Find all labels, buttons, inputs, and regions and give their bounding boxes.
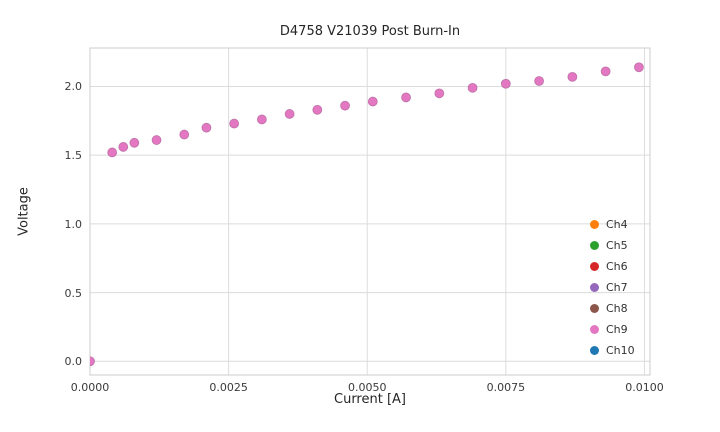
data-point bbox=[600, 66, 611, 77]
legend-label: Ch8 bbox=[606, 302, 628, 315]
data-point bbox=[634, 62, 644, 73]
y-tick-label: 0.0 bbox=[64, 355, 83, 369]
data-point bbox=[179, 129, 190, 140]
data-point bbox=[340, 100, 350, 111]
legend-marker-icon bbox=[590, 283, 599, 292]
x-tick-label: 0.0050 bbox=[347, 381, 387, 394]
data-point bbox=[151, 135, 162, 145]
legend-item-ch5: Ch5 bbox=[590, 235, 635, 256]
data-point bbox=[434, 88, 445, 99]
x-tick-label: 0.0075 bbox=[486, 381, 526, 394]
legend-label: Ch4 bbox=[606, 218, 628, 231]
plot-border bbox=[89, 47, 651, 376]
data-point bbox=[534, 76, 545, 86]
y-tick-label: 0.5 bbox=[64, 286, 83, 300]
x-axis-label: Current [A] bbox=[334, 392, 406, 407]
legend-item-ch7: Ch7 bbox=[590, 277, 635, 298]
data-point bbox=[90, 356, 95, 367]
data-point bbox=[312, 104, 323, 115]
legend-item-ch4: Ch4 bbox=[590, 214, 635, 235]
legend-label: Ch7 bbox=[606, 281, 628, 294]
data-point bbox=[401, 92, 411, 103]
legend-item-ch10: Ch10 bbox=[590, 340, 635, 361]
legend-item-ch8: Ch8 bbox=[590, 298, 635, 319]
data-point bbox=[201, 122, 212, 133]
data-point bbox=[500, 78, 511, 89]
legend-item-ch6: Ch6 bbox=[590, 256, 635, 277]
legend-marker-icon bbox=[590, 241, 599, 250]
legend-label: Ch9 bbox=[606, 323, 628, 336]
data-point bbox=[567, 71, 578, 82]
legend-marker-icon bbox=[590, 325, 599, 334]
chart-title: D4758 V21039 Post Burn-In bbox=[279, 24, 461, 39]
x-tick-label: 0.0000 bbox=[70, 381, 110, 394]
data-point bbox=[129, 137, 140, 148]
data-point bbox=[118, 142, 129, 152]
legend-marker-icon bbox=[590, 262, 599, 271]
data-point bbox=[284, 109, 295, 119]
data-point bbox=[467, 82, 478, 93]
y-tick-label: 1.0 bbox=[64, 217, 83, 231]
y-tick-label: 1.5 bbox=[64, 149, 83, 163]
data-point bbox=[367, 96, 378, 107]
y-tick-label: 2.0 bbox=[64, 80, 83, 94]
legend-marker-icon bbox=[590, 346, 599, 355]
x-tick-label: 0.0025 bbox=[209, 381, 248, 394]
data-point bbox=[107, 147, 118, 158]
legend: Ch4 Ch5 Ch6 Ch7 Ch8 Ch9 Ch10 bbox=[590, 214, 635, 361]
data-point bbox=[256, 114, 267, 125]
data-point bbox=[229, 118, 240, 129]
legend-marker-icon bbox=[590, 304, 599, 313]
legend-label: Ch6 bbox=[606, 260, 628, 273]
legend-label: Ch10 bbox=[606, 344, 635, 357]
legend-marker-icon bbox=[590, 220, 599, 229]
legend-label: Ch5 bbox=[606, 239, 628, 252]
x-tick-label: 0.0100 bbox=[625, 381, 664, 394]
legend-item-ch9: Ch9 bbox=[590, 319, 635, 340]
